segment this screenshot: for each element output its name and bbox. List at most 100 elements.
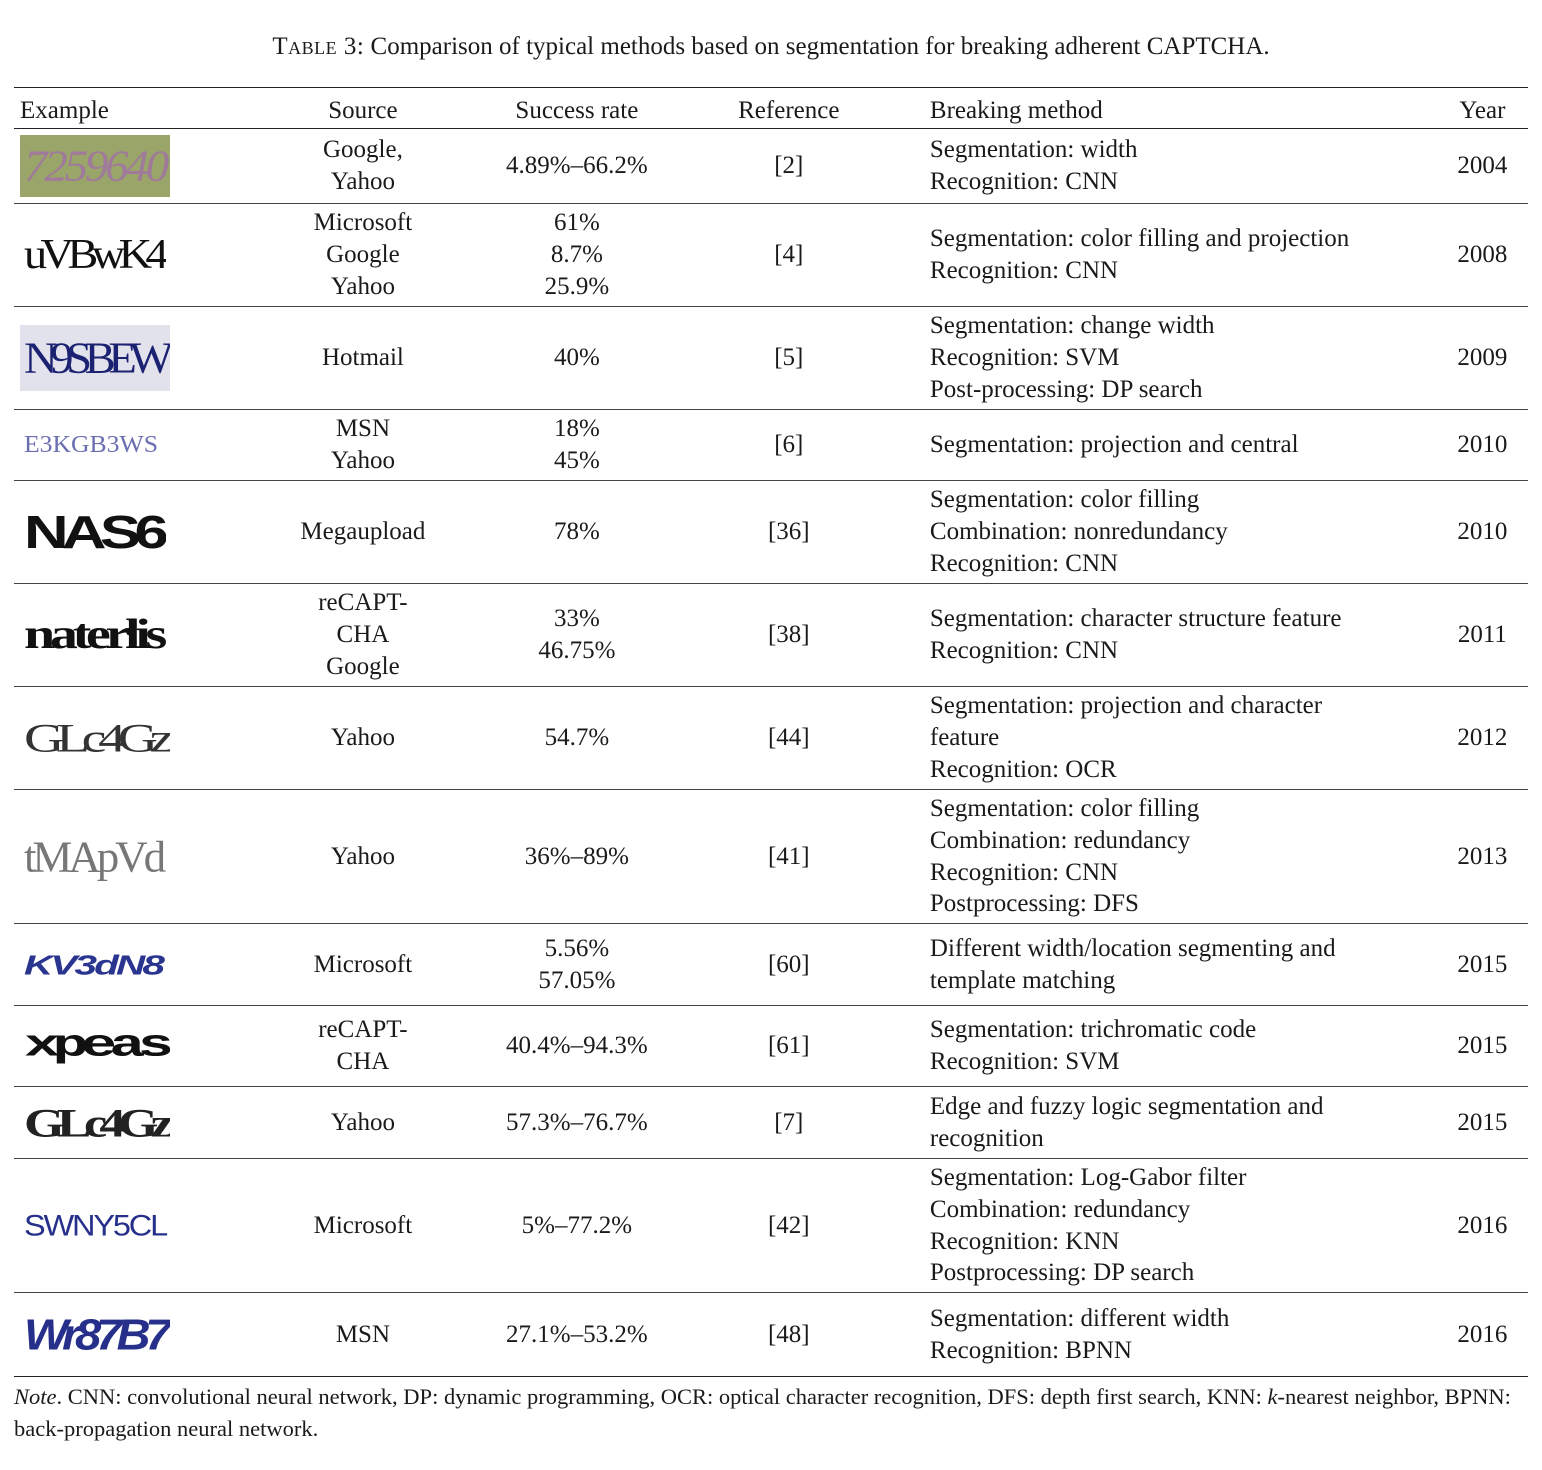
cell-year: 2015 [1457, 1032, 1508, 1060]
cell-reference: [4] [652, 204, 926, 307]
captcha-text: GLc4Gz [24, 716, 170, 761]
reference-link[interactable]: [61] [767, 1032, 810, 1060]
breaking-method-line: Recognition: SVM [929, 344, 1120, 372]
header-source: Source [328, 97, 398, 125]
reference-link[interactable]: [5] [774, 344, 804, 372]
cell-success-rate: 4.89%–66.2% [502, 129, 652, 204]
cell-success-rate: 54.7% [502, 687, 652, 790]
reference-link[interactable]: [4] [774, 241, 804, 269]
breaking-method-line: Segmentation: color filling and projecti… [929, 225, 1350, 253]
captcha-text: NAS6 [24, 506, 166, 558]
source-line: Yahoo [330, 168, 395, 195]
cell-breaking-method: Segmentation: width Recognition: CNN [926, 129, 1437, 204]
source-line: Google [326, 241, 400, 269]
cell-source: Megaupload [224, 481, 502, 584]
breaking-method-line: Recognition: OCR [929, 755, 1117, 783]
table-label: Table 3: [272, 33, 365, 60]
cell-source: Yahoo [224, 687, 502, 790]
cell-breaking-method: Segmentation: color filling Combination: … [926, 790, 1437, 924]
cell-source: reCAPT- CHA [224, 1006, 502, 1087]
success-rate-line: 57.05% [538, 966, 616, 994]
reference-link[interactable]: [6] [774, 431, 804, 459]
captcha-image: GLc4Gz [24, 716, 170, 761]
reference-link[interactable]: [38] [767, 621, 810, 649]
success-rate-line: 18% [553, 415, 600, 443]
cell-year: 2016 [1457, 1211, 1508, 1239]
table-row: Wr87B7 MSN 27.1%–53.2% [48] Segmentation: di… [14, 1293, 1528, 1377]
source-line: Yahoo [330, 1108, 395, 1136]
header-year: Year [1459, 97, 1506, 125]
cell-source: Yahoo [224, 790, 502, 924]
cell-breaking-method: Edge and fuzzy logic segmentation and rec… [926, 1087, 1437, 1159]
cell-reference: [44] [652, 687, 926, 790]
reference-link[interactable]: [42] [767, 1211, 810, 1239]
success-rate-line: 40.4%–94.3% [506, 1032, 648, 1060]
table-row: GLc4Gz Yahoo 54.7% [44] Segmentation: projec… [14, 687, 1528, 790]
cell-reference: [38] [652, 584, 926, 687]
cell-breaking-method: Segmentation: projection and character fe… [926, 687, 1437, 790]
cell-breaking-method: Segmentation: color filling Combination: … [926, 481, 1437, 584]
captcha-image: E3KGB3WS [24, 432, 158, 458]
table-row: 7259640 Google, Yahoo 4.89%–66.2% [2] Segment… [14, 129, 1528, 204]
cell-reference: [7] [652, 1087, 926, 1159]
success-rate-line: 33% [553, 605, 600, 633]
breaking-method-line: Recognition: CNN [929, 858, 1119, 886]
captcha-image: Wr87B7 [24, 1310, 170, 1359]
cell-success-rate: 40.4%–94.3% [502, 1006, 652, 1087]
breaking-method-line: Segmentation: change width [929, 312, 1215, 340]
note-text: . CNN: convolutional neural network, DP:… [56, 1384, 1268, 1409]
success-rate-line: 61% [553, 209, 600, 237]
captcha-text: uVBwK4 [24, 232, 166, 278]
table-row: uVBwK4 Microsoft Google Yahoo 61% 8.7% 25.9% [4… [14, 204, 1528, 307]
cell-example: KV3dN8 [14, 924, 224, 1006]
breaking-method-line: Edge and fuzzy logic segmentation and [929, 1092, 1324, 1120]
reference-link[interactable]: [48] [767, 1320, 810, 1348]
reference-link[interactable]: [60] [767, 950, 810, 978]
source-line: CHA [336, 621, 390, 649]
cell-example: N9SBEW [14, 307, 224, 410]
reference-link[interactable]: [7] [774, 1108, 804, 1136]
cell-success-rate: 36%–89% [502, 790, 652, 924]
cell-success-rate: 5.56% 57.05% [502, 924, 652, 1006]
cell-reference: [2] [652, 129, 926, 204]
table-row: KV3dN8 Microsoft 5.56% 57.05% [60] Different … [14, 924, 1528, 1006]
cell-year: 2016 [1457, 1320, 1508, 1348]
cell-year: 2012 [1457, 724, 1508, 752]
cell-reference: [41] [652, 790, 926, 924]
reference-link[interactable]: [36] [767, 518, 810, 546]
reference-link[interactable]: [41] [767, 842, 810, 870]
cell-year: 2013 [1457, 842, 1508, 870]
breaking-method-line: Segmentation: projection and central [929, 431, 1299, 459]
cell-reference: [5] [652, 307, 926, 410]
breaking-method-line: Recognition: KNN [929, 1227, 1120, 1255]
success-rate-line: 57.3%–76.7% [506, 1108, 648, 1136]
success-rate-line: 8.7% [550, 241, 603, 269]
cell-reference: [36] [652, 481, 926, 584]
breaking-method-line: Combination: nonredundancy [929, 518, 1228, 546]
cell-example: uVBwK4 [14, 204, 224, 307]
table-row: GLc4Gz Yahoo 57.3%–76.7% [7] Edge and fuzzy … [14, 1087, 1528, 1159]
cell-year: 2011 [1457, 621, 1507, 649]
cell-breaking-method: Segmentation: color filling and projecti… [926, 204, 1437, 307]
reference-link[interactable]: [44] [767, 724, 810, 752]
breaking-method-line: Combination: redundancy [929, 826, 1191, 854]
source-line: Yahoo [330, 724, 395, 752]
cell-success-rate: 61% 8.7% 25.9% [502, 204, 652, 307]
note-k: k [1267, 1384, 1278, 1409]
captcha-image: KV3dN8 [24, 949, 166, 980]
success-rate-line: 5.56% [544, 934, 610, 962]
captcha-image: N9SBEW [20, 325, 170, 391]
captcha-image: 7259640 [20, 135, 170, 197]
cell-example: tMApVd [14, 790, 224, 924]
breaking-method-line: Combination: redundancy [929, 1195, 1191, 1223]
table-header-row: Example Source Success rate Reference Br… [14, 87, 1528, 129]
source-line: Microsoft [313, 209, 413, 237]
captcha-text: 7259640 [24, 142, 169, 191]
table-row: tMApVd Yahoo 36%–89% [41] Segmentation: colo… [14, 790, 1528, 924]
cell-success-rate: 57.3%–76.7% [502, 1087, 652, 1159]
success-rate-line: 25.9% [544, 272, 610, 300]
reference-link[interactable]: [2] [774, 152, 804, 180]
cell-source: MSN [224, 1293, 502, 1377]
comparison-table: Example Source Success rate Reference Br… [14, 87, 1528, 1377]
cell-success-rate: 78% [502, 481, 652, 584]
